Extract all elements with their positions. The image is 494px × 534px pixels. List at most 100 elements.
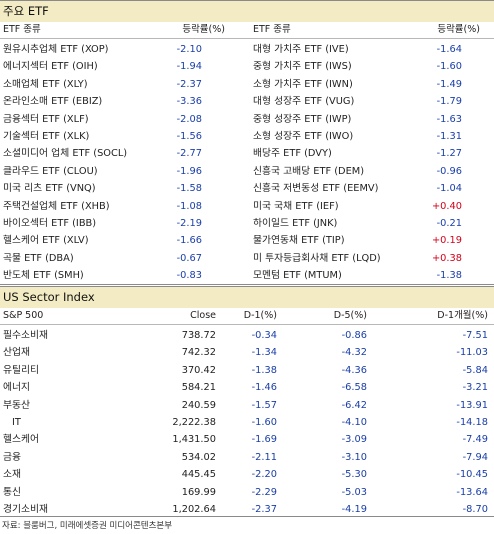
etf-row: 에너지섹터 ETF (OIH) -1.94 중형 가치주 ETF (IWS) -1.6… <box>0 57 494 76</box>
bottom-rule <box>0 516 494 517</box>
etf-row: 주택건설업체 ETF (XHB) -1.08 미국 국채 ETF (IEF) +0.4… <box>0 197 494 216</box>
etf-row: 곡물 ETF (DBA) -0.67 미 투자등급회사채 ETF (LQD) +0.3… <box>0 249 494 268</box>
etf-change-left: -0.83 <box>176 270 202 282</box>
sector-name: 경기소비재 <box>3 504 49 515</box>
sector-name: 금융 <box>3 451 22 463</box>
etf-row: 원유시추업체 ETF (XOP) -2.10 대형 가치주 ETF (IVE) -1.… <box>0 40 494 59</box>
sector-row: 필수소비재 738.72 -0.34 -0.86 -7.51 <box>0 326 494 345</box>
etf-col-name-right: ETF 종류 <box>253 24 291 35</box>
etf-name-right: 대형 가치주 ETF (IVE) <box>253 44 349 55</box>
etf-name-left: 금융섹터 ETF (XLF) <box>3 113 89 125</box>
etf-name-left: 미국 리츠 ETF (VNQ) <box>3 183 96 195</box>
etf-change-right: -1.31 <box>436 131 462 142</box>
sector-m1: -7.49 <box>462 434 488 446</box>
sector-row: 유틸리티 370.42 -1.38 -4.36 -5.84 <box>0 361 494 380</box>
etf-change-right: -1.63 <box>436 113 462 125</box>
sector-m1: -8.70 <box>462 504 488 515</box>
sector-d5: -3.09 <box>341 434 367 446</box>
sector-row: IT 2,222.38 -1.60 -4.10 -14.18 <box>0 413 494 432</box>
sector-m1: -11.03 <box>456 347 488 359</box>
etf-change-right: -0.96 <box>436 165 462 177</box>
sector-m1: -13.91 <box>456 399 488 411</box>
sector-name: 부동산 <box>3 399 31 411</box>
etf-name-right: 물가연동채 ETF (TIP) <box>253 235 345 247</box>
etf-name-left: 주택건설업체 ETF (XHB) <box>3 200 110 212</box>
etf-change-left: -1.94 <box>176 61 202 73</box>
sector-name: 헬스케어 <box>3 434 40 446</box>
us-col-m1: D-1개월(%) <box>437 310 488 321</box>
etf-change-right: -1.38 <box>436 270 462 282</box>
sector-m1: -7.94 <box>462 451 488 463</box>
sector-close: 534.02 <box>181 451 216 463</box>
us-col-d5: D-5(%) <box>333 310 367 321</box>
etf-change-left: -1.56 <box>176 131 202 142</box>
sector-m1: -5.84 <box>462 364 488 376</box>
etf-col-change-left: 등락률(%) <box>182 24 225 35</box>
etf-change-left: -2.77 <box>176 148 202 160</box>
etf-name-left: 원유시추업체 ETF (XOP) <box>3 44 109 55</box>
etf-name-right: 미 투자등급회사채 ETF (LQD) <box>253 252 381 264</box>
sector-d1: -1.60 <box>251 417 277 428</box>
us-col-close: Close <box>190 310 216 321</box>
sector-d5: -5.03 <box>341 486 367 498</box>
sector-d5: -3.10 <box>341 451 367 463</box>
sector-d1: -2.20 <box>251 469 277 481</box>
etf-change-right: +0.40 <box>431 200 462 212</box>
etf-name-right: 미국 국채 ETF (IEF) <box>253 200 339 212</box>
sector-d1: -1.38 <box>251 364 277 376</box>
sector-name: 필수소비재 <box>3 330 49 341</box>
sector-close: 1,202.64 <box>172 504 216 515</box>
etf-change-left: -2.08 <box>176 113 202 125</box>
sector-row: 금융 534.02 -2.11 -3.10 -7.94 <box>0 448 494 467</box>
sector-close: 2,222.38 <box>172 417 216 428</box>
sector-d5: -4.36 <box>341 364 367 376</box>
etf-change-right: +0.38 <box>431 252 462 264</box>
etf-name-left: 반도체 ETF (SMH) <box>3 270 84 282</box>
sector-name: 소재 <box>3 469 22 481</box>
etf-name-left: 에너지섹터 ETF (OIH) <box>3 61 98 73</box>
sector-row: 헬스케어 1,431.50 -1.69 -3.09 -7.49 <box>0 430 494 449</box>
us-col-d1: D-1(%) <box>243 310 277 321</box>
sector-d5: -6.42 <box>341 399 367 411</box>
etf-name-left: 소매업체 ETF (XLY) <box>3 78 88 90</box>
divider <box>0 284 494 285</box>
etf-change-left: -0.67 <box>176 252 202 264</box>
etf-row: 헬스케어 ETF (XLV) -1.66 물가연동채 ETF (TIP) +0.19 <box>0 231 494 250</box>
sector-d1: -2.37 <box>251 504 277 515</box>
sector-d5: -4.32 <box>341 347 367 359</box>
sector-row: 산업재 742.32 -1.34 -4.32 -11.03 <box>0 343 494 362</box>
us-column-headers: S&P 500 Close D-1(%) D-5(%) D-1개월(%) <box>0 308 494 325</box>
sector-close: 1,431.50 <box>172 434 216 446</box>
etf-row: 기술섹터 ETF (XLK) -1.56 소형 성장주 ETF (IWO) -1.31 <box>0 127 494 146</box>
sector-d5: -6.58 <box>341 382 367 394</box>
etf-row: 소매업체 ETF (XLY) -2.37 소형 가치주 ETF (IWN) -1.49 <box>0 75 494 94</box>
sector-d1: -1.57 <box>251 399 277 411</box>
source-note: 자료: 블룸버그, 미래에셋증권 미디어콘텐츠본부 <box>2 521 173 531</box>
etf-change-left: -3.36 <box>176 96 202 108</box>
etf-row: 온라인소매 ETF (EBIZ) -3.36 대형 성장주 ETF (VUG) -1.… <box>0 92 494 111</box>
etf-column-headers: ETF 종류 등락률(%) ETF 종류 등락률(%) <box>0 22 494 39</box>
sector-d1: -2.29 <box>251 486 277 498</box>
etf-change-left: -1.66 <box>176 235 202 247</box>
sector-d1: -0.34 <box>251 330 277 341</box>
etf-change-right: -1.60 <box>436 61 462 73</box>
etf-change-right: -1.27 <box>436 148 462 160</box>
sector-name: IT <box>12 417 21 428</box>
etf-col-change-right: 등락률(%) <box>437 24 480 35</box>
etf-change-right: -1.64 <box>436 44 462 55</box>
sector-d5: -4.19 <box>341 504 367 515</box>
etf-row: 클라우드 ETF (CLOU) -1.96 신흥국 고배당 ETF (DEM) -0.… <box>0 162 494 181</box>
sector-m1: -3.21 <box>462 382 488 394</box>
sector-d1: -1.34 <box>251 347 277 359</box>
etf-name-right: 하이일드 ETF (JNK) <box>253 218 338 229</box>
us-section-title: US Sector Index <box>0 286 494 308</box>
sector-d1: -2.11 <box>251 451 277 463</box>
sector-m1: -14.18 <box>456 417 488 428</box>
etf-change-right: -1.04 <box>436 183 462 195</box>
etf-section-title: 주요 ETF <box>0 0 494 22</box>
sector-d1: -1.46 <box>251 382 277 394</box>
sector-name: 산업재 <box>3 347 31 359</box>
etf-name-left: 바이오섹터 ETF (IBB) <box>3 218 97 229</box>
sector-close: 240.59 <box>181 399 216 411</box>
etf-name-right: 소형 성장주 ETF (IWO) <box>253 131 354 142</box>
